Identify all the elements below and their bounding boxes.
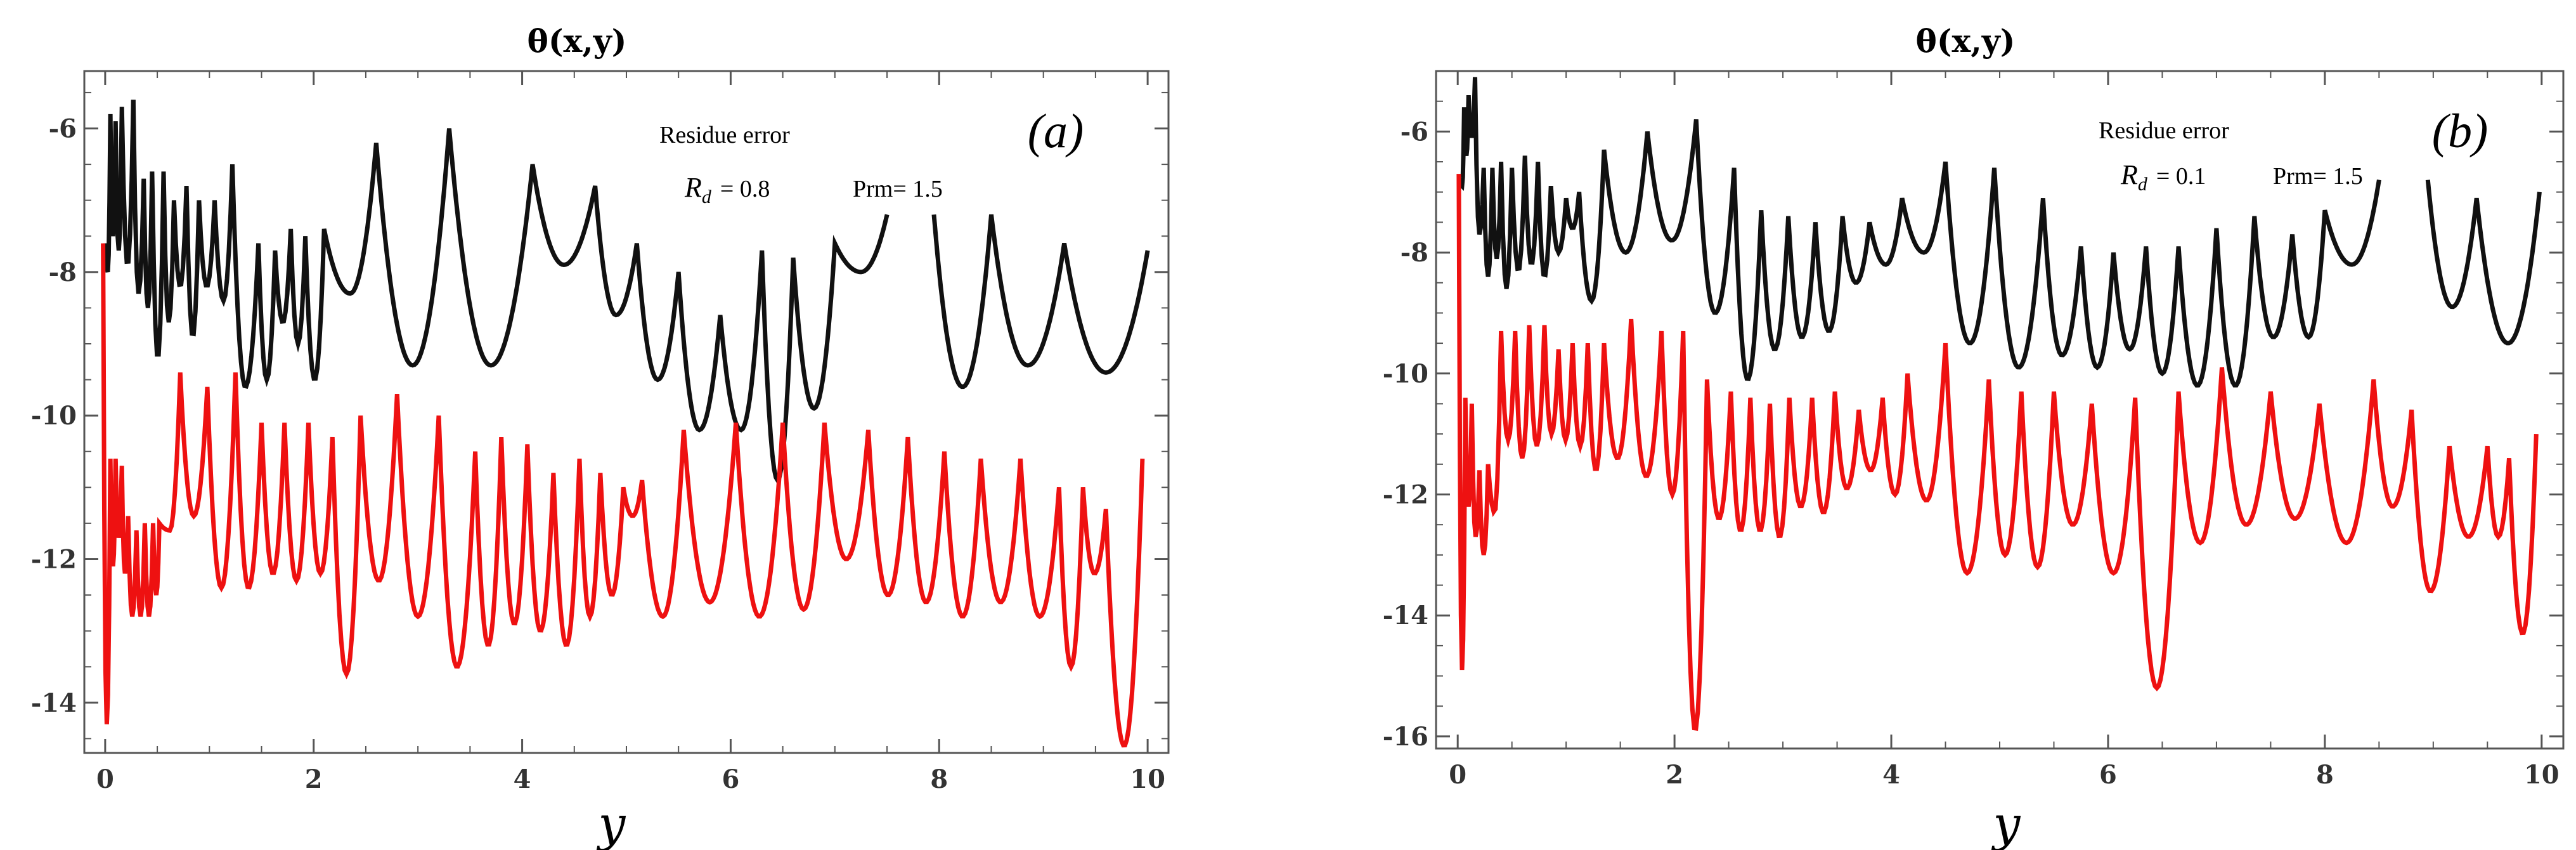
annotation-heading-b: Residue error bbox=[2099, 117, 2229, 144]
axis-ticks-a: 0 2 4 6 8 10 -6 -8 -10 -12 -14 bbox=[31, 71, 1168, 794]
panel-label-b: (b) bbox=[2432, 105, 2489, 158]
y-tick-label: -8 bbox=[1401, 238, 1428, 268]
y-tick-label: -10 bbox=[1383, 359, 1428, 389]
x-tick-label: 4 bbox=[514, 764, 531, 794]
x-axis-label-b: y bbox=[1991, 795, 2021, 850]
series-line-red bbox=[1456, 174, 2539, 731]
y-tick-label: -6 bbox=[49, 114, 77, 144]
panel-a: θ(x,y) 0 2 4 6 8 10 -6 -8 -10 -12 -14 y Residue er… bbox=[31, 22, 1170, 850]
x-tick-label: 8 bbox=[2316, 760, 2334, 790]
series-line-black bbox=[2425, 180, 2542, 346]
x-tick-label: 8 bbox=[930, 764, 948, 794]
series-line-black bbox=[103, 100, 136, 273]
y-tick-label: -14 bbox=[1383, 601, 1428, 631]
x-tick-label: 2 bbox=[305, 764, 323, 794]
x-tick-label: 4 bbox=[1882, 760, 1900, 790]
panel-label-a: (a) bbox=[1028, 105, 1084, 158]
series-line-black bbox=[931, 214, 1150, 389]
axis-ticks-b: 0 2 4 6 8 10 -6 -8 -10 -12 -14 -16 bbox=[1383, 70, 2563, 790]
y-tick-label: -12 bbox=[31, 544, 77, 574]
annotation-prm-a: Prm= 1.5 bbox=[853, 176, 943, 202]
y-tick-label: -16 bbox=[1383, 722, 1428, 752]
x-tick-label: 0 bbox=[96, 764, 114, 794]
chart-title-b: θ(x,y) bbox=[1916, 22, 2016, 60]
series-layer-a bbox=[101, 100, 1150, 748]
plot-frame-a bbox=[83, 70, 1170, 754]
y-tick-label: -10 bbox=[31, 401, 77, 431]
x-tick-label: 6 bbox=[722, 764, 740, 794]
x-tick-label: 2 bbox=[1666, 760, 1683, 790]
annotation-rd-a: Rd = 0.8 bbox=[684, 172, 770, 207]
series-layer-b bbox=[1456, 77, 2542, 731]
panel-b: θ(x,y) 0 2 4 6 8 10 -6 -8 -10 -12 -14 -16 y Residue… bbox=[1383, 22, 2565, 850]
series-line-black bbox=[1458, 77, 2381, 388]
series-line-black bbox=[131, 100, 890, 485]
y-tick-label: -12 bbox=[1383, 480, 1428, 510]
y-tick-label: -8 bbox=[49, 258, 77, 287]
x-tick-label: 0 bbox=[1449, 760, 1466, 790]
series-line-red bbox=[101, 243, 1145, 748]
x-axis-label-a: y bbox=[597, 795, 626, 850]
x-tick-label: 6 bbox=[2099, 760, 2117, 790]
annotation-heading-a: Residue error bbox=[659, 122, 790, 148]
x-tick-label: 10 bbox=[1130, 764, 1165, 794]
y-tick-label: -14 bbox=[31, 688, 77, 718]
x-tick-label: 10 bbox=[2524, 760, 2560, 790]
annotation-rd-b: Rd = 0.1 bbox=[2120, 159, 2206, 195]
annotation-prm-b: Prm= 1.5 bbox=[2273, 163, 2363, 190]
chart-title-a: θ(x,y) bbox=[527, 22, 627, 60]
y-tick-label: -6 bbox=[1401, 117, 1428, 147]
